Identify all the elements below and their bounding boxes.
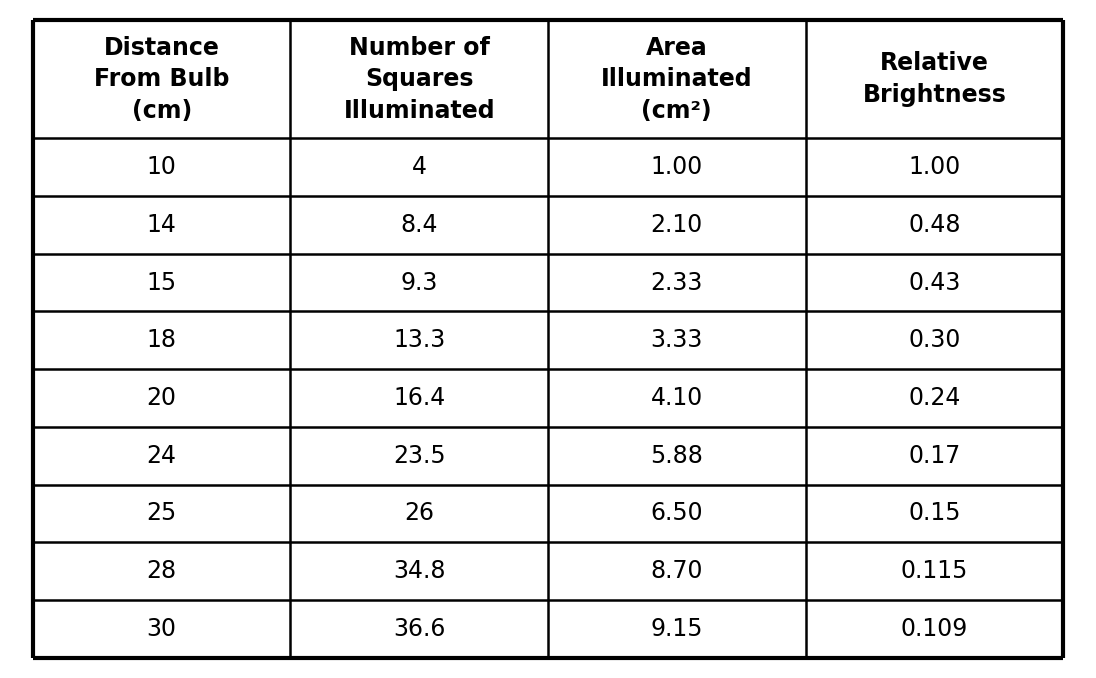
Text: 0.15: 0.15 [909,501,960,525]
Text: 0.115: 0.115 [901,559,968,583]
Text: 0.48: 0.48 [909,213,960,237]
Text: 2.33: 2.33 [651,271,703,294]
Text: Relative
Brightness: Relative Brightness [863,52,1006,107]
Text: 15: 15 [147,271,176,294]
Text: 16.4: 16.4 [393,386,445,410]
Text: 24: 24 [147,443,176,468]
Text: 10: 10 [147,155,176,179]
Text: 6.50: 6.50 [650,501,704,525]
Text: Area
Illuminated
(cm²): Area Illuminated (cm²) [601,36,753,123]
Text: 28: 28 [147,559,176,583]
Text: 36.6: 36.6 [393,617,445,641]
Text: 0.109: 0.109 [901,617,968,641]
Text: 0.30: 0.30 [909,328,960,353]
Text: 14: 14 [147,213,176,237]
Text: 2.10: 2.10 [651,213,703,237]
Text: 4.10: 4.10 [651,386,703,410]
Text: Number of
Squares
Illuminated: Number of Squares Illuminated [343,36,495,123]
Text: 3.33: 3.33 [651,328,703,353]
Text: 18: 18 [147,328,176,353]
Text: 8.70: 8.70 [651,559,703,583]
Text: 0.24: 0.24 [909,386,960,410]
Text: 34.8: 34.8 [393,559,445,583]
Text: 4: 4 [412,155,426,179]
Text: 1.00: 1.00 [651,155,703,179]
Text: 13.3: 13.3 [393,328,445,353]
Text: 23.5: 23.5 [392,443,446,468]
Text: 5.88: 5.88 [650,443,704,468]
Text: 20: 20 [147,386,176,410]
Text: 8.4: 8.4 [400,213,438,237]
Text: 9.3: 9.3 [400,271,438,294]
Text: 1.00: 1.00 [909,155,960,179]
Text: Distance
From Bulb
(cm): Distance From Bulb (cm) [94,36,229,123]
Text: 0.43: 0.43 [909,271,960,294]
Text: 25: 25 [147,501,176,525]
Text: 26: 26 [404,501,434,525]
Text: 9.15: 9.15 [651,617,703,641]
Text: 30: 30 [147,617,176,641]
Text: 0.17: 0.17 [909,443,960,468]
